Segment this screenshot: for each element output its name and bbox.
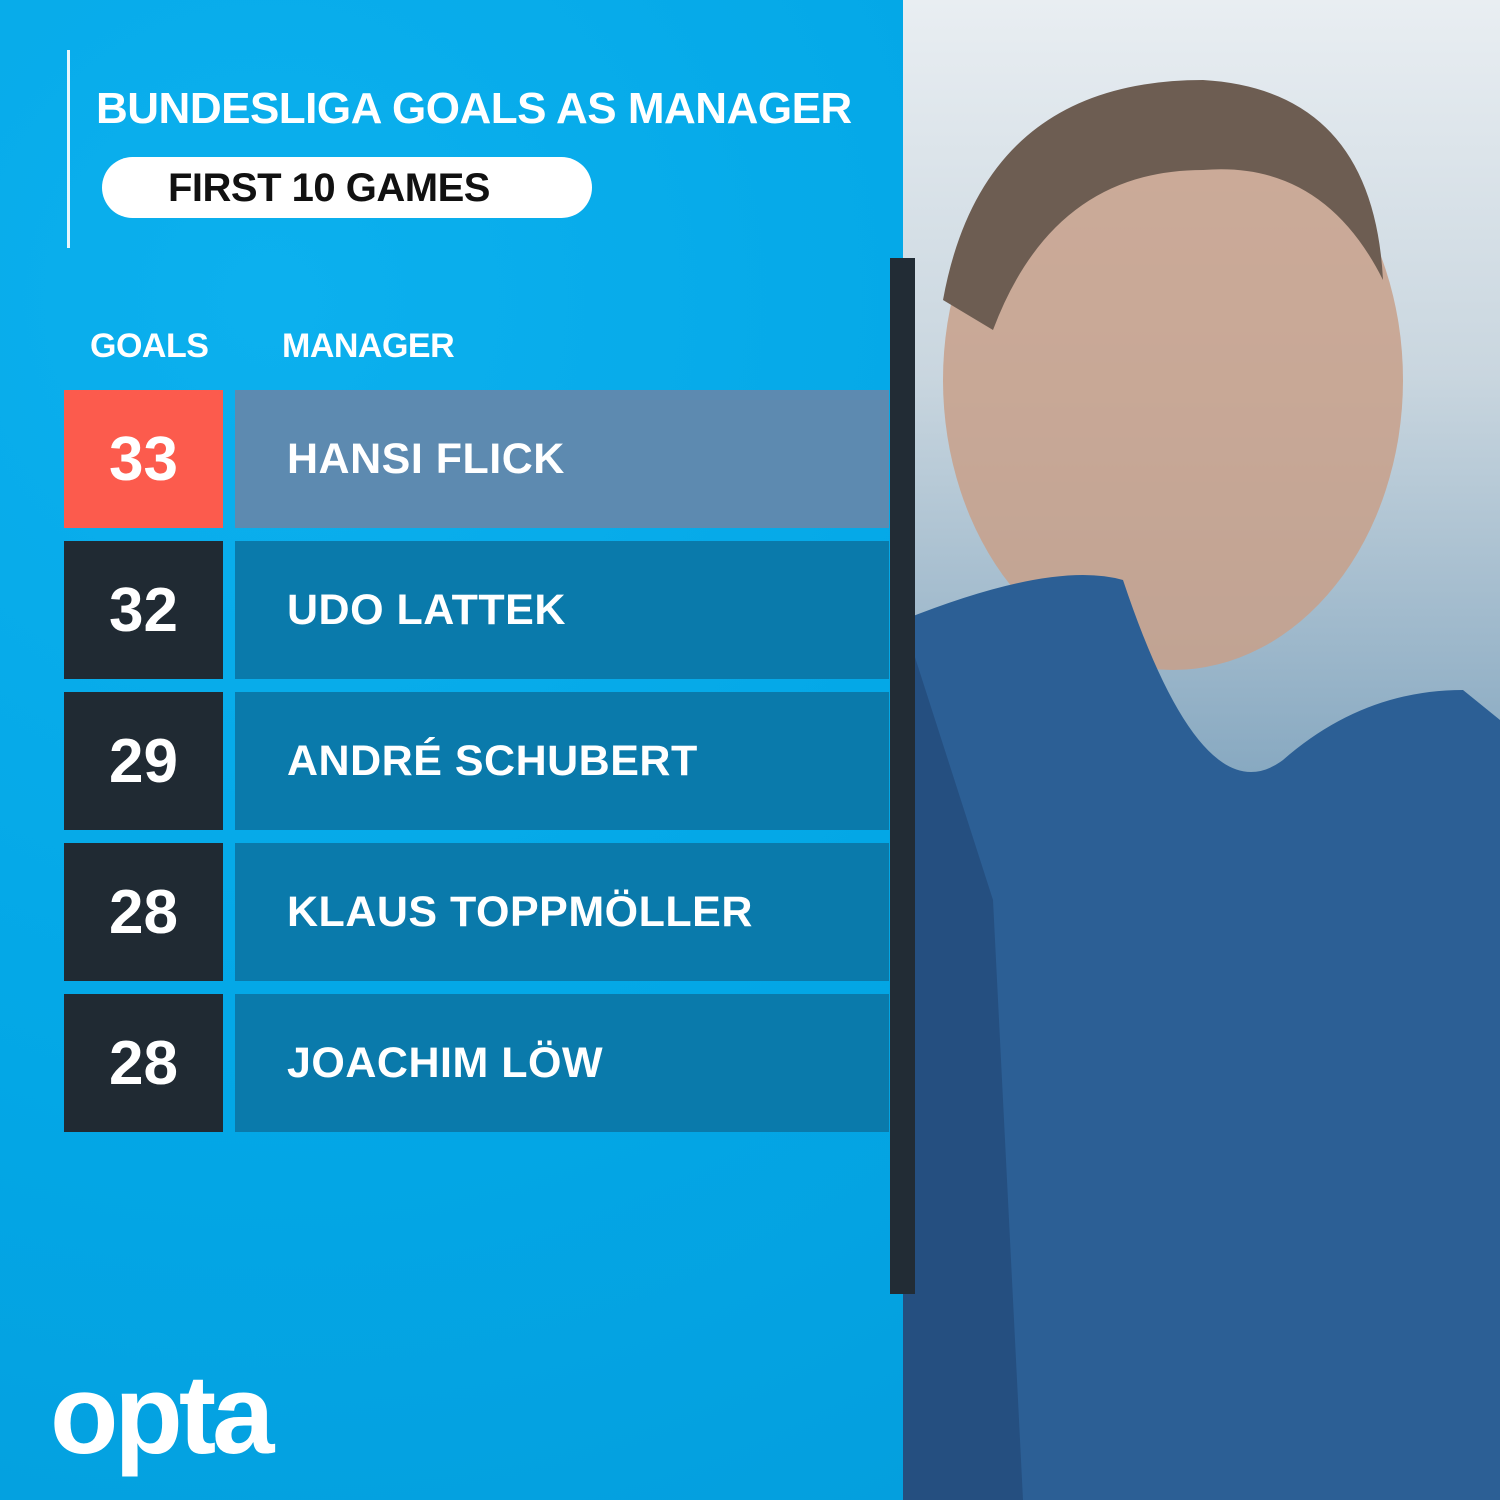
goals-value: 33 xyxy=(64,390,223,528)
manager-name: HANSI FLICK xyxy=(235,390,889,528)
page-title: BUNDESLIGA GOALS AS MANAGER xyxy=(96,84,852,133)
table-row: 33 HANSI FLICK xyxy=(64,390,889,528)
table-row: 28 JOACHIM LÖW xyxy=(64,994,889,1132)
manager-photo xyxy=(903,0,1500,1500)
table-row: 28 KLAUS TOPPMÖLLER xyxy=(64,843,889,981)
goals-value: 32 xyxy=(64,541,223,679)
subtitle-pill: FIRST 10 GAMES xyxy=(102,157,592,218)
manager-name: JOACHIM LÖW xyxy=(235,994,889,1132)
column-header-manager: MANAGER xyxy=(282,327,455,365)
opta-logo: opta xyxy=(50,1352,274,1477)
column-header-goals: GOALS xyxy=(90,327,209,365)
manager-name: ANDRÉ SCHUBERT xyxy=(235,692,889,830)
subtitle: FIRST 10 GAMES xyxy=(168,166,490,210)
accent-bar xyxy=(890,258,915,1294)
manager-name: UDO LATTEK xyxy=(235,541,889,679)
goals-value: 29 xyxy=(64,692,223,830)
title-divider xyxy=(67,50,70,248)
manager-photo-illustration xyxy=(903,80,1500,1500)
table-row: 32 UDO LATTEK xyxy=(64,541,889,679)
goals-value: 28 xyxy=(64,994,223,1132)
goals-value: 28 xyxy=(64,843,223,981)
manager-name: KLAUS TOPPMÖLLER xyxy=(235,843,889,981)
table-row: 29 ANDRÉ SCHUBERT xyxy=(64,692,889,830)
